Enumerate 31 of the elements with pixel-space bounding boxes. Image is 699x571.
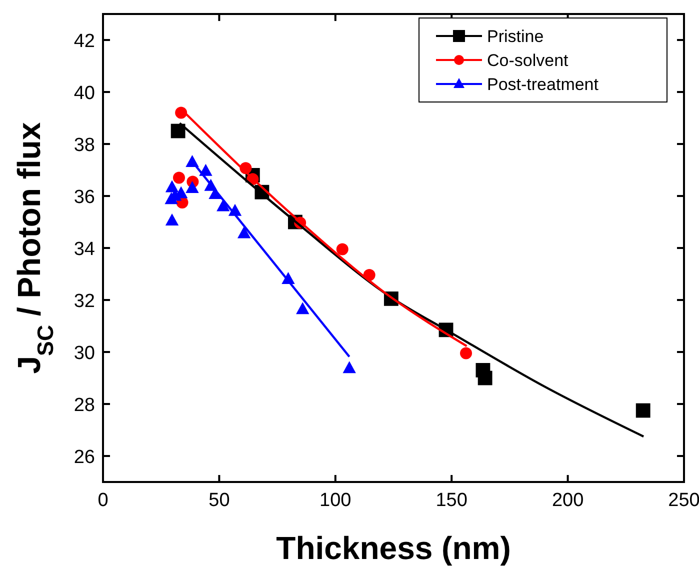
point: [186, 181, 199, 193]
y-tick-label: 42: [74, 31, 95, 52]
point: [478, 370, 492, 386]
point: [172, 172, 185, 184]
x-tick-label: 100: [320, 490, 352, 511]
y-tick-label: 38: [74, 135, 95, 156]
y-tick-label: 36: [74, 187, 95, 208]
legend-label: Pristine: [487, 27, 544, 46]
point: [170, 124, 186, 138]
point: [296, 302, 310, 314]
y-tick-label: 28: [74, 395, 95, 416]
x-tick-label: 250: [668, 490, 699, 511]
point: [636, 403, 650, 418]
point: [342, 361, 356, 374]
point: [199, 164, 212, 176]
x-tick-label: 50: [208, 490, 230, 511]
point: [460, 347, 472, 360]
legend-label: Post-treatment: [487, 75, 599, 94]
point: [165, 214, 179, 226]
x-tick-label: 150: [436, 490, 468, 511]
x-tick-label: 200: [552, 490, 584, 511]
x-axis-title: Thickness (nm): [276, 530, 511, 566]
y-tick-label: 30: [74, 343, 95, 364]
y-tick-label: 32: [74, 291, 95, 312]
point: [237, 226, 251, 238]
y-tick-label: 26: [74, 447, 95, 468]
y-tick-label: 40: [74, 83, 95, 104]
point: [336, 243, 348, 256]
legend-label: Co-solvent: [487, 51, 569, 70]
x-tick-label: 0: [98, 490, 108, 511]
y-tick-label: 34: [74, 239, 96, 260]
